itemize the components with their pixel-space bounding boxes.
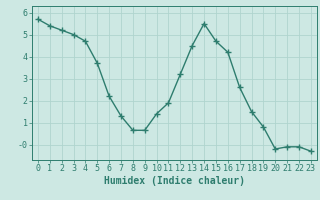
X-axis label: Humidex (Indice chaleur): Humidex (Indice chaleur) <box>104 176 245 186</box>
